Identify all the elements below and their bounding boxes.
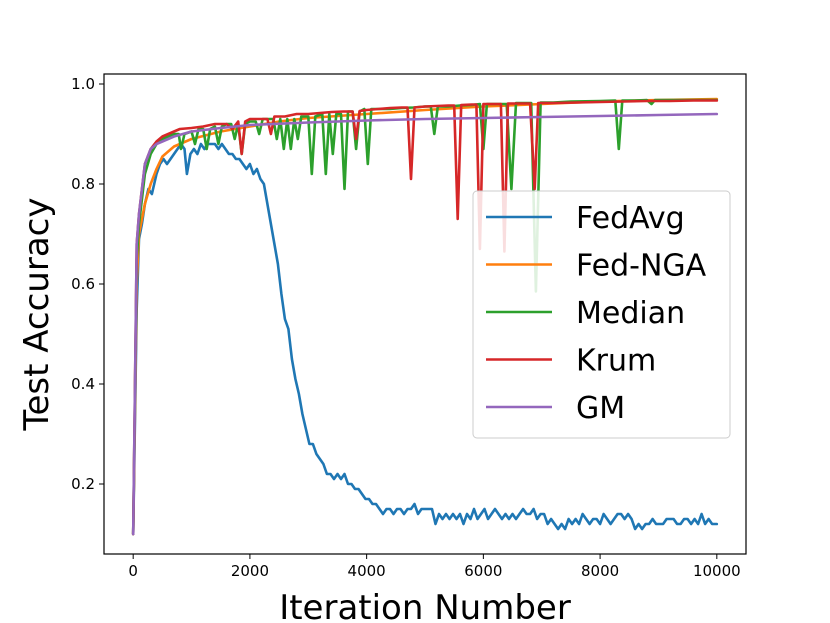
legend-label-median: Median: [576, 296, 685, 331]
x-tick-label: 2000: [231, 562, 269, 580]
x-tick-label: 4000: [348, 562, 386, 580]
series-line-fedavg: [131, 142, 719, 536]
y-tick-label: 1.0: [71, 75, 95, 93]
legend-label-fed-nga: Fed-NGA: [576, 249, 707, 284]
x-axis-title: Iteration Number: [279, 588, 571, 623]
y-tick-label: 0.2: [71, 475, 95, 493]
x-axis-ticks: 0 2000 4000 6000 8000 10000: [128, 554, 741, 580]
series-line-krum: [131, 99, 719, 536]
y-axis-ticks: 0.2 0.4 0.6 0.8 1.0: [71, 75, 104, 493]
legend-frame: [472, 190, 731, 439]
x-tick-label: 8000: [581, 562, 619, 580]
axes-frame: [103, 73, 747, 555]
x-tick-label: 0: [128, 562, 138, 580]
x-tick-label: 10000: [693, 562, 741, 580]
legend-label-krum: Krum: [576, 344, 656, 379]
y-tick-label: 0.6: [71, 275, 95, 293]
y-tick-label: 0.8: [71, 175, 95, 193]
plot-area: [131, 97, 719, 536]
x-tick-label: 6000: [464, 562, 502, 580]
series-line-gm: [131, 112, 719, 536]
legend-label-fedavg: FedAvg: [576, 201, 685, 236]
y-tick-label: 0.4: [71, 375, 95, 393]
legend-label-gm: GM: [576, 391, 625, 426]
legend: FedAvg Fed-NGA Median Krum GM: [472, 190, 731, 439]
y-axis-title: Test Accuracy: [17, 198, 57, 432]
